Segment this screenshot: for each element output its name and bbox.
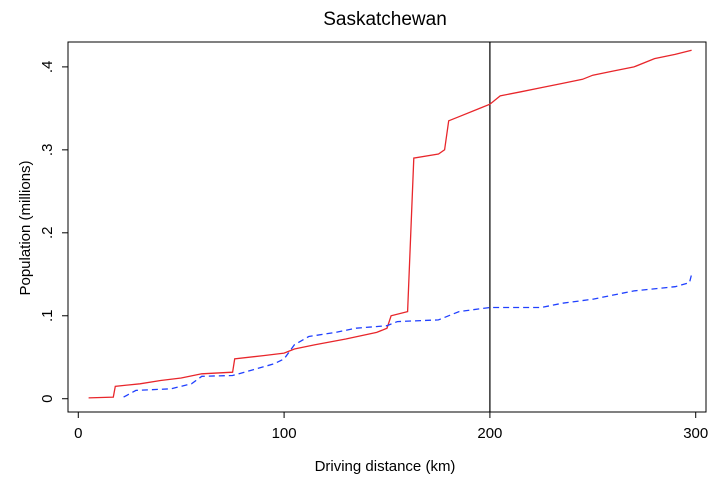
- x-tick-label: 100: [272, 425, 297, 442]
- y-tick-label: 0: [39, 395, 56, 403]
- chart-title: Saskatchewan: [323, 9, 447, 30]
- x-tick-label: 300: [683, 425, 708, 442]
- y-tick-label: .1: [39, 310, 56, 323]
- y-tick-label: .4: [39, 61, 56, 74]
- series-line: [88, 49, 692, 399]
- x-tick-label: 0: [74, 425, 82, 442]
- series-line: [123, 274, 693, 398]
- x-axis-label: Driving distance (km): [315, 458, 456, 475]
- x-tick-label: 200: [477, 425, 502, 442]
- plot-frame: [67, 41, 707, 413]
- y-tick-label: .3: [39, 144, 56, 157]
- y-axis-label: Population (millions): [17, 160, 34, 295]
- y-tick-label: .2: [39, 227, 56, 240]
